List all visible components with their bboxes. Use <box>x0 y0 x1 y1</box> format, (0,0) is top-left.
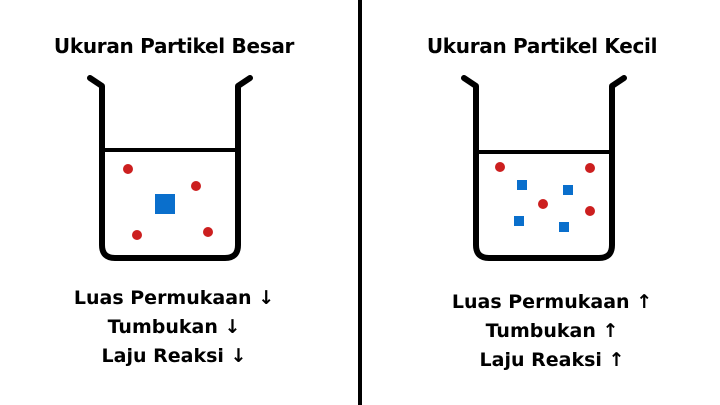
left-beaker <box>87 75 253 261</box>
red-particle <box>585 163 595 173</box>
small-blue-particle <box>563 185 573 195</box>
stat-collisions: Tumbukan ↓ <box>107 316 241 338</box>
small-blue-particle <box>514 216 524 226</box>
small-blue-particle <box>517 180 527 190</box>
arrow-down-icon: ↓ <box>258 287 275 309</box>
red-particle <box>123 164 133 174</box>
right-stats: Luas Permukaan ↑ Tumbukan ↑ Laju Reaksi … <box>382 288 720 375</box>
arrow-down-icon: ↓ <box>230 345 247 367</box>
left-beaker-outline <box>87 75 253 261</box>
right-panel-title: Ukuran Partikel Kecil <box>426 34 658 58</box>
left-stats: Luas Permukaan ↓ Tumbukan ↓ Laju Reaksi … <box>4 284 344 371</box>
red-particle <box>585 206 595 216</box>
stat-reaction-rate: Laju Reaksi ↑ <box>479 349 625 371</box>
red-particle <box>132 230 142 240</box>
arrow-down-icon: ↓ <box>224 316 241 338</box>
red-particle <box>495 162 505 172</box>
stat-collisions: Tumbukan ↑ <box>485 320 619 342</box>
center-divider <box>358 0 362 405</box>
arrow-up-icon: ↑ <box>608 349 625 371</box>
stat-surface-area: Luas Permukaan ↑ <box>451 291 653 313</box>
arrow-up-icon: ↑ <box>602 320 619 342</box>
red-particle <box>203 227 213 237</box>
left-panel-title: Ukuran Partikel Besar <box>53 34 295 58</box>
arrow-up-icon: ↑ <box>636 291 653 313</box>
stat-reaction-rate: Laju Reaksi ↓ <box>101 345 247 367</box>
right-beaker <box>461 75 627 261</box>
red-particle <box>191 181 201 191</box>
red-particle <box>538 199 548 209</box>
small-blue-particle <box>559 222 569 232</box>
stat-surface-area: Luas Permukaan ↓ <box>73 287 275 309</box>
large-blue-particle <box>155 194 175 214</box>
right-beaker-outline <box>461 75 627 261</box>
